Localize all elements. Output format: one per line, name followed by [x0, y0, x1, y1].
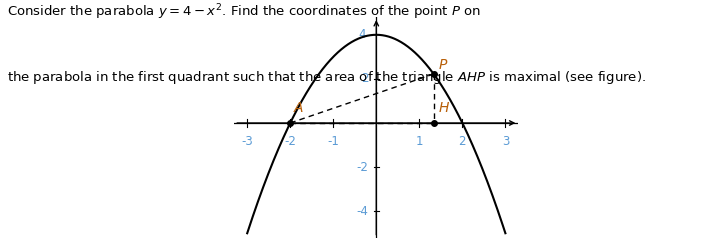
Text: 4: 4 [358, 28, 366, 41]
Text: 2: 2 [361, 72, 368, 86]
Text: 2: 2 [459, 135, 466, 148]
Text: P: P [439, 58, 447, 72]
Text: -1: -1 [327, 135, 339, 148]
Text: A: A [294, 101, 303, 115]
Text: -3: -3 [241, 135, 253, 148]
Text: H: H [439, 101, 449, 115]
Text: 1: 1 [415, 135, 423, 148]
Text: -4: -4 [356, 205, 368, 218]
Text: 3: 3 [502, 135, 509, 148]
Text: -2: -2 [356, 160, 368, 174]
Text: the parabola in the first quadrant such that the area of the triangle $AHP$ is m: the parabola in the first quadrant such … [7, 69, 646, 86]
Text: -2: -2 [284, 135, 296, 148]
Text: Consider the parabola $y = 4 - x^2$. Find the coordinates of the point $P$ on: Consider the parabola $y = 4 - x^2$. Fin… [7, 2, 481, 22]
